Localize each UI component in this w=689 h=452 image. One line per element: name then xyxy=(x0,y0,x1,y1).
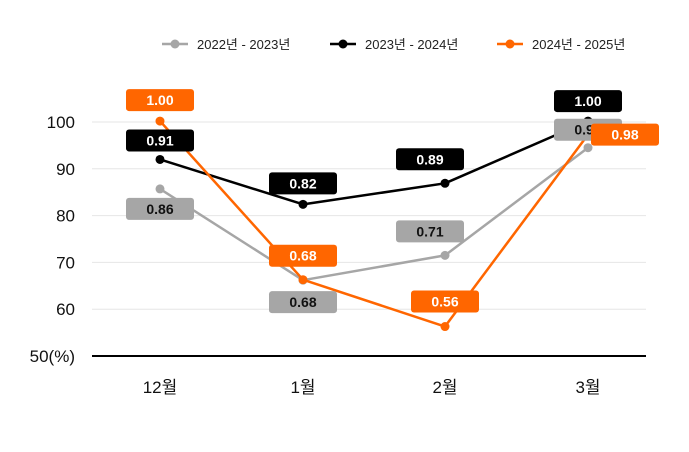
data-point xyxy=(155,154,165,164)
data-point xyxy=(583,143,593,153)
data-label-badge: 0.98 xyxy=(591,123,659,146)
data-label: 0.68 xyxy=(289,248,316,264)
x-tick-label: 2월 xyxy=(432,378,457,397)
data-point xyxy=(440,250,450,260)
data-label: 0.71 xyxy=(416,223,443,239)
data-label-bg xyxy=(126,89,194,112)
data-point xyxy=(440,178,450,188)
data-label: 1.00 xyxy=(146,92,173,108)
legend-swatch-dot xyxy=(505,39,515,49)
x-tick-label: 3월 xyxy=(575,378,600,397)
series-line-1 xyxy=(159,146,589,282)
legend-swatch-dot xyxy=(338,39,348,49)
y-tick-label: 90 xyxy=(56,160,75,179)
data-label-bg xyxy=(554,90,622,113)
data-label: 0.82 xyxy=(289,175,316,191)
data-labels: 0.860.680.710.950.910.820.891.001.000.68… xyxy=(126,89,659,314)
data-label-bg xyxy=(269,172,337,195)
legend-swatch-dot xyxy=(170,39,180,49)
y-tick-label: 70 xyxy=(56,253,75,272)
legend-label: 2024년 - 2025년 xyxy=(532,37,625,52)
data-label-bg xyxy=(396,220,464,243)
data-label-badge: 0.91 xyxy=(126,129,194,152)
data-label-badge: 0.71 xyxy=(396,220,464,243)
legend: 2022년 - 2023년 2023년 - 2024년 2024년 - 2025년 xyxy=(162,37,625,52)
data-label-badge: 0.68 xyxy=(269,244,337,267)
data-label: 0.86 xyxy=(146,201,173,217)
legend-item: 2024년 - 2025년 xyxy=(497,37,625,52)
legend-label: 2023년 - 2024년 xyxy=(365,37,458,52)
data-label: 0.98 xyxy=(611,127,638,143)
x-axis-ticks: 12월 1월 2월 3월 xyxy=(143,378,601,397)
data-label-badge: 1.00 xyxy=(126,89,194,112)
legend-item: 2022년 - 2023년 xyxy=(162,37,290,52)
data-label-badge: 0.82 xyxy=(269,172,337,195)
legend-label: 2022년 - 2023년 xyxy=(197,37,290,52)
series-line-2 xyxy=(159,119,589,206)
data-label: 0.89 xyxy=(416,151,443,167)
data-label-bg xyxy=(269,244,337,267)
legend-item: 2023년 - 2024년 xyxy=(330,37,458,52)
data-label-badge: 0.89 xyxy=(396,148,464,171)
y-tick-label: 50(%) xyxy=(30,347,75,366)
data-label: 1.00 xyxy=(574,93,601,109)
data-label-badge: 0.56 xyxy=(411,290,479,313)
data-label: 0.68 xyxy=(289,294,316,310)
series-line-3 xyxy=(159,120,590,328)
data-label: 0.56 xyxy=(431,294,458,310)
data-label-bg xyxy=(396,148,464,171)
data-label-badge: 1.00 xyxy=(554,90,622,113)
y-tick-label: 60 xyxy=(56,300,75,319)
x-tick-label: 12월 xyxy=(143,378,178,397)
data-label-badge: 0.68 xyxy=(269,291,337,314)
data-point xyxy=(440,322,450,332)
series-lines xyxy=(155,116,593,332)
x-tick-label: 1월 xyxy=(290,378,315,397)
data-label-badge: 0.86 xyxy=(126,197,194,220)
data-point xyxy=(298,199,308,209)
data-label-bg xyxy=(269,291,337,314)
data-label: 0.91 xyxy=(146,132,173,148)
y-axis-ticks: 100 90 80 70 60 50(%) xyxy=(30,113,75,366)
data-label-bg xyxy=(411,290,479,313)
data-label-bg xyxy=(126,129,194,152)
y-tick-label: 100 xyxy=(47,113,75,132)
data-point xyxy=(298,275,308,285)
data-point xyxy=(155,116,165,126)
data-label-bg xyxy=(126,197,194,220)
data-label-bg xyxy=(591,123,659,146)
data-point xyxy=(155,184,165,194)
y-tick-label: 80 xyxy=(56,207,75,226)
